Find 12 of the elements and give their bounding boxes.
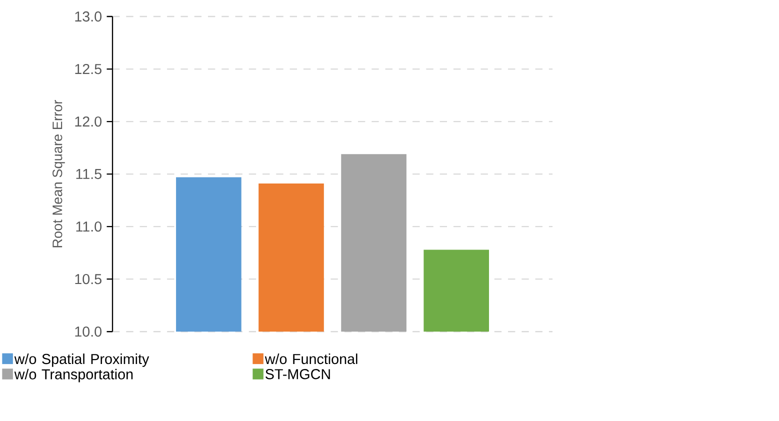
y-tick-label: 10.5 [75,274,102,284]
y-axis-title: Root Mean Square Error [52,100,65,248]
y-tick-label: 12.5 [75,64,102,74]
legend-label: w/o Functional [264,354,358,364]
y-tick-label: 11.5 [76,169,102,180]
y-tick-label: 13.0 [75,12,102,22]
legend-label: w/o Spatial Proximity [14,354,150,368]
legend-label: w/o Transportation [14,369,133,382]
y-tick-label: 11.0 [76,222,102,232]
legend-label: ST-MGCN [266,369,330,380]
y-tick-label: 12.0 [75,116,102,127]
y-tick-label: 10.0 [75,326,102,337]
